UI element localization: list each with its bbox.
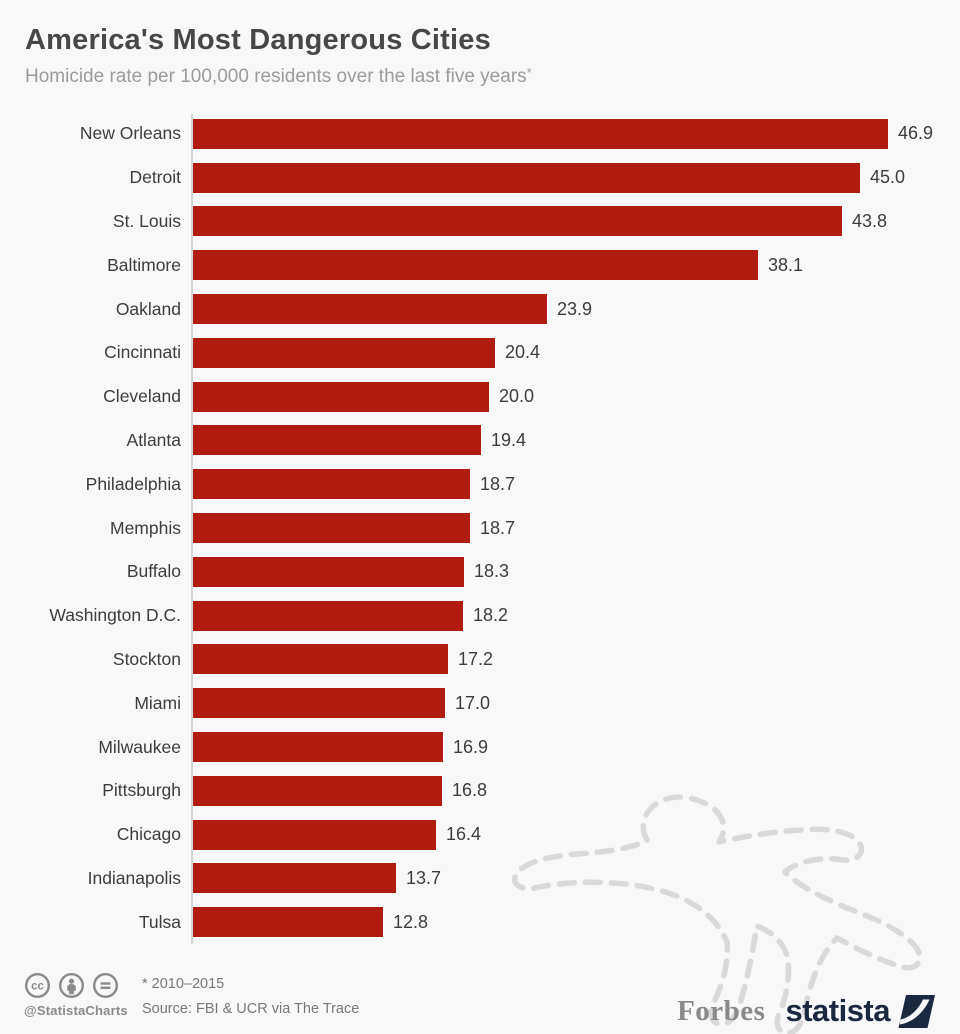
- bar: [193, 775, 442, 806]
- chart-row: Detroit 45.0: [0, 156, 960, 200]
- bar: [193, 206, 842, 237]
- y-axis-line: [191, 114, 193, 944]
- bar: [193, 513, 470, 544]
- bar-value: 43.8: [852, 210, 888, 231]
- bar: [193, 425, 481, 456]
- bar-label: St. Louis: [112, 210, 181, 231]
- footnote-block: * 2010–2015 Source: FBI & UCR via The Tr…: [142, 976, 359, 1017]
- bar-value: 38.1: [768, 254, 804, 275]
- bar: [193, 907, 383, 938]
- chart-row: Chicago 16.4: [0, 813, 960, 857]
- chart-row: St. Louis 43.8: [0, 200, 960, 244]
- bar: [193, 688, 445, 719]
- page-subtitle: Homicide rate per 100,000 residents over…: [25, 65, 532, 87]
- bar-value: 20.0: [499, 386, 535, 407]
- bar-label: Pittsburgh: [102, 780, 181, 801]
- chart-row: Buffalo 18.3: [0, 550, 960, 594]
- footnote-text: * 2010–2015: [142, 976, 225, 992]
- source-text: Source: FBI & UCR via The Trace: [142, 1001, 360, 1017]
- bar-value: 16.8: [452, 780, 488, 801]
- bar-label: Cincinnati: [104, 342, 181, 363]
- bar-value: 12.8: [393, 911, 429, 932]
- chart-row: Memphis 18.7: [0, 506, 960, 550]
- bar: [193, 732, 443, 763]
- chart-rows: New Orleans 46.9 Detroit 45.0 St. Louis 43.8 B…: [0, 112, 960, 944]
- bar: [193, 863, 396, 894]
- bar-label: Oakland: [115, 298, 181, 319]
- bar-value: 46.9: [898, 123, 934, 144]
- bar-chart: New Orleans 46.9 Detroit 45.0 St. Louis 43.8 B…: [0, 112, 960, 1034]
- bar-value: 17.2: [458, 648, 494, 669]
- bar-value: 45.0: [870, 167, 906, 188]
- statista-logo: statista: [785, 993, 935, 1029]
- bar-label: Indianapolis: [87, 867, 181, 888]
- statista-wordmark: statista: [785, 993, 890, 1028]
- bar: [193, 294, 547, 325]
- chart-row: Stockton 17.2: [0, 638, 960, 682]
- bar-value: 18.7: [480, 473, 516, 494]
- chart-row: Atlanta 19.4: [0, 419, 960, 463]
- bar-label: Philadelphia: [85, 473, 181, 494]
- cc-icon: cc: [24, 972, 51, 999]
- bar: [193, 819, 436, 850]
- statista-mark-icon: [898, 994, 935, 1028]
- page-title: America's Most Dangerous Cities: [25, 24, 491, 56]
- bar: [193, 556, 464, 587]
- bar-label: Buffalo: [126, 561, 181, 582]
- cc-nd-equals-icon: [92, 972, 119, 999]
- bar: [193, 118, 888, 149]
- bar-label: Milwaukee: [98, 736, 181, 757]
- bar-value: 18.7: [480, 517, 516, 538]
- chart-row: Indianapolis 13.7: [0, 857, 960, 901]
- chart-row: Baltimore 38.1: [0, 243, 960, 287]
- brand-logos: Forbes statista: [677, 993, 935, 1029]
- bar-label: Atlanta: [126, 429, 181, 450]
- bar: [193, 644, 448, 675]
- bar: [193, 162, 860, 193]
- bar: [193, 600, 463, 631]
- svg-text:cc: cc: [31, 981, 44, 993]
- cc-by-person-icon: [58, 972, 85, 999]
- bar: [193, 469, 470, 500]
- bar-value: 16.4: [446, 824, 482, 845]
- header: America's Most Dangerous Cities Homicide…: [25, 24, 935, 88]
- chart-row: Cincinnati 20.4: [0, 331, 960, 375]
- cc-license-icons: cc: [24, 972, 128, 999]
- bar-value: 19.4: [491, 429, 527, 450]
- bar-label: Chicago: [116, 824, 181, 845]
- chart-row: New Orleans 46.9: [0, 112, 960, 156]
- chart-row: Oakland 23.9: [0, 287, 960, 331]
- bar-value: 18.2: [473, 605, 509, 626]
- bar-label: Cleveland: [103, 386, 181, 407]
- bar-value: 16.9: [453, 736, 489, 757]
- bar-label: Washington D.C.: [49, 605, 181, 626]
- bar: [193, 250, 758, 281]
- bar-label: Baltimore: [107, 254, 181, 275]
- forbes-logo: Forbes: [677, 994, 766, 1027]
- chart-row: Milwaukee 16.9: [0, 725, 960, 769]
- bar-label: Tulsa: [138, 911, 181, 932]
- chart-row: Philadelphia 18.7: [0, 462, 960, 506]
- bar-label: New Orleans: [79, 123, 181, 144]
- chart-row: Cleveland 20.0: [0, 375, 960, 419]
- bar-value: 18.3: [474, 561, 510, 582]
- bar: [193, 337, 495, 368]
- chart-row: Pittsburgh 16.8: [0, 769, 960, 813]
- bar-label: Detroit: [129, 167, 181, 188]
- bar-label: Memphis: [110, 517, 181, 538]
- bar-value: 17.0: [455, 692, 491, 713]
- chart-row: Washington D.C. 18.2: [0, 594, 960, 638]
- chart-row: Tulsa 12.8: [0, 900, 960, 944]
- bar-value: 20.4: [505, 342, 541, 363]
- statista-charts-handle: @StatistaCharts: [24, 1003, 128, 1018]
- bar: [193, 381, 489, 412]
- bar-label: Stockton: [112, 648, 181, 669]
- footnote-marker: *: [526, 65, 532, 80]
- bar-value: 13.7: [406, 867, 442, 888]
- license-block: cc @StatistaCharts: [24, 972, 128, 1018]
- bar-value: 23.9: [557, 298, 593, 319]
- bar-label: Miami: [134, 692, 181, 713]
- chart-row: Miami 17.0: [0, 681, 960, 725]
